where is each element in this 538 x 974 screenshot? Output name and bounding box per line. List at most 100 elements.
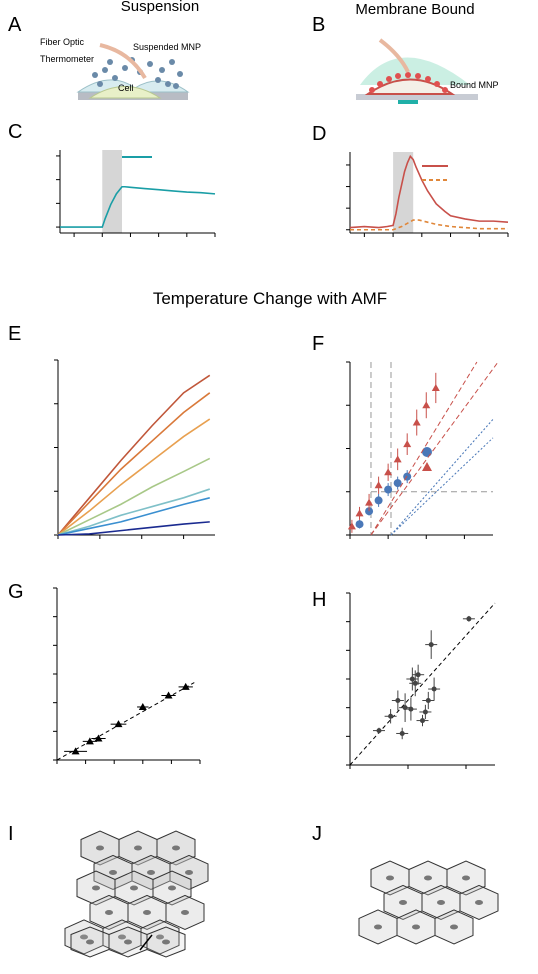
data-point-Neuron — [384, 485, 393, 494]
series-line-Bath — [350, 219, 508, 231]
fit-line — [390, 418, 494, 536]
cell-nucleus — [86, 939, 94, 945]
panel-letter-j: J — [312, 823, 322, 845]
chart-e — [54, 359, 215, 539]
panel-letter-d: D — [312, 123, 326, 145]
series-line-10 — [57, 418, 211, 536]
chart-h — [346, 592, 496, 769]
fit-line — [349, 602, 496, 766]
panel-letter-g: G — [8, 581, 24, 603]
chart-d — [346, 152, 509, 237]
data-point-HEK — [384, 468, 393, 476]
scale-bar — [139, 934, 153, 951]
cell-nucleus — [168, 885, 176, 891]
data-point-point — [376, 728, 382, 734]
cell-nucleus — [462, 875, 470, 881]
data-point-point — [420, 718, 425, 724]
cell-nucleus — [475, 899, 483, 905]
series-line-2 — [57, 521, 210, 536]
data-point-point — [412, 680, 418, 686]
series-line-5 — [57, 488, 211, 536]
series-line-3.5 — [57, 497, 210, 536]
panel-letter-i: I — [8, 823, 14, 845]
fit-line — [390, 437, 494, 536]
hex-grid-2d — [358, 860, 499, 945]
data-point-point — [71, 747, 80, 755]
hex-grid-3d — [64, 830, 209, 958]
data-point-point — [181, 682, 190, 690]
data-point-Neuron — [374, 496, 383, 505]
data-point-point — [114, 720, 123, 728]
data-point-HEK — [365, 498, 374, 506]
data-point-point — [388, 713, 394, 719]
cell-nucleus — [124, 939, 132, 945]
cell-nucleus — [130, 885, 138, 891]
data-point-point — [425, 698, 431, 703]
data-point-point — [138, 702, 147, 710]
data-point-point — [164, 691, 173, 699]
bound-mnp-label: Bound MNP — [450, 80, 499, 90]
cell-nucleus — [156, 934, 164, 940]
data-point-point — [466, 616, 472, 622]
data-point-Neuron — [393, 479, 402, 488]
suspended-mnp-label: Suspended MNP — [133, 42, 201, 52]
panel-letter-e: E — [8, 323, 21, 345]
data-point-point — [415, 672, 421, 678]
cell-label: Cell — [118, 83, 134, 93]
cell-nucleus — [118, 934, 126, 940]
panel-letter-b: B — [312, 14, 325, 36]
fit-line — [56, 682, 195, 761]
cell-nucleus — [80, 934, 88, 940]
data-point-HEK — [412, 418, 421, 426]
cell-nucleus — [450, 924, 458, 930]
data-point-point — [408, 706, 414, 712]
panel-letter-h: H — [312, 589, 326, 611]
data-point-point — [431, 686, 437, 692]
series-line-7 — [57, 457, 211, 536]
thermometer-label: Thermometer — [40, 54, 94, 64]
cell-nucleus — [147, 869, 155, 875]
series-line-Membrane — [349, 154, 509, 229]
series-line-Suspension — [60, 185, 216, 228]
schematic-b: Bound MNP — [356, 38, 499, 104]
data-point-point — [409, 676, 415, 682]
data-point-HEK — [374, 481, 383, 489]
data-point-Neuron — [355, 520, 364, 529]
fit-line — [370, 361, 499, 536]
chart-c — [56, 150, 216, 237]
data-point-point — [85, 737, 94, 745]
panel-letter-a: A — [8, 14, 22, 36]
cell-nucleus — [437, 899, 445, 905]
cell-nucleus — [399, 899, 407, 905]
fit-line — [370, 361, 478, 536]
data-point-point — [94, 734, 103, 742]
cell-nucleus — [424, 875, 432, 881]
fiber-optic-label: Fiber Optic — [40, 37, 85, 47]
data-point-point — [399, 730, 405, 736]
cell-nucleus — [172, 845, 180, 851]
data-point-HEK — [347, 522, 356, 530]
panel-letter-f: F — [312, 333, 324, 355]
data-point-HEK — [355, 509, 364, 517]
cell-nucleus — [412, 924, 420, 930]
cell-nucleus — [92, 885, 100, 891]
cell-nucleus — [185, 869, 193, 875]
series-line-13 — [57, 392, 211, 536]
cell-nucleus — [109, 869, 117, 875]
amf-shade — [393, 152, 414, 233]
series-line-15 — [57, 374, 211, 536]
suspension-header: Suspension — [121, 0, 199, 15]
cell-nucleus — [162, 939, 170, 945]
data-point-HEK — [422, 401, 431, 409]
cell-nucleus — [386, 875, 394, 881]
cell-nucleus — [134, 845, 142, 851]
data-point-point — [428, 642, 434, 648]
cell-nucleus — [96, 845, 104, 851]
cell-nucleus — [143, 909, 151, 915]
middle-header: Temperature Change with AMF — [153, 289, 387, 308]
panel-letter-c: C — [8, 121, 22, 143]
data-point-point — [422, 709, 428, 715]
chart-g — [53, 587, 201, 764]
cell-nucleus — [181, 909, 189, 915]
